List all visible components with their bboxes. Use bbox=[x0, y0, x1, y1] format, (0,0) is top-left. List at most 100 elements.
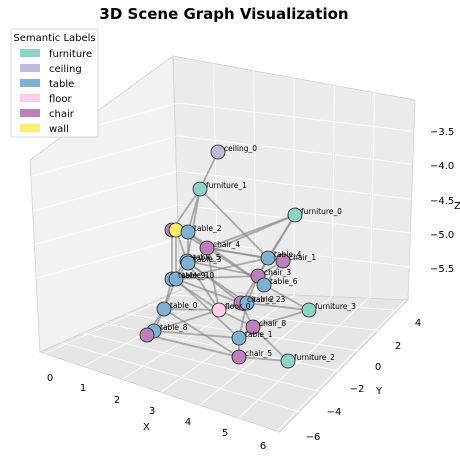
node-marker bbox=[211, 302, 227, 318]
z-tick-label: −5.0 bbox=[430, 230, 454, 241]
x-tick-label: 3 bbox=[149, 406, 155, 417]
y-tick-label: −2 bbox=[350, 384, 365, 395]
tick-labels: 0 1 2 3 4 5 6 4 2 0 −2 −4 −6 −3.5 −4.0 −4.5 −5.0 −5.5 bbox=[47, 127, 454, 452]
node-label: ceiling_0 bbox=[224, 144, 257, 153]
edge-line bbox=[252, 326, 289, 362]
node-label: chair_2 bbox=[247, 295, 274, 304]
grid-line bbox=[32, 170, 179, 212]
x-tick-label: 4 bbox=[185, 417, 191, 428]
x-tick-label: 2 bbox=[114, 395, 120, 406]
edge-line bbox=[175, 257, 269, 280]
edge-line bbox=[175, 278, 242, 304]
node-marker bbox=[180, 224, 196, 240]
grid-line bbox=[32, 135, 179, 177]
legend-label: furniture bbox=[49, 49, 92, 60]
node-label: table_9 bbox=[178, 271, 206, 280]
legend-swatch bbox=[20, 94, 40, 102]
edge-line bbox=[187, 262, 220, 311]
edge-line bbox=[199, 188, 269, 259]
grid-line bbox=[32, 238, 179, 280]
legend-swatch bbox=[20, 64, 40, 72]
legend-label: floor bbox=[49, 94, 73, 105]
node-label: table_0 bbox=[170, 301, 198, 310]
grid-line bbox=[177, 135, 412, 165]
edge-line bbox=[246, 302, 310, 311]
y-axis-label: Y bbox=[375, 386, 383, 397]
y-tick-label: 0 bbox=[375, 362, 381, 373]
node-label: furniture_1 bbox=[206, 181, 247, 190]
edge-line bbox=[153, 309, 220, 332]
node-label: table_8 bbox=[160, 323, 188, 332]
legend-title: Semantic Labels bbox=[13, 33, 95, 44]
node-marker bbox=[192, 181, 208, 197]
node-label: table_6 bbox=[270, 277, 298, 286]
node-marker bbox=[139, 327, 155, 343]
grid-line bbox=[32, 204, 179, 246]
edge-line bbox=[238, 356, 289, 362]
y-tick-label: −6 bbox=[306, 432, 321, 443]
node-marker bbox=[156, 301, 172, 317]
x-tick-label: 0 bbox=[47, 373, 53, 384]
node-marker bbox=[231, 330, 247, 346]
legend-label: wall bbox=[49, 124, 69, 135]
edge-line bbox=[186, 188, 201, 262]
node-marker bbox=[231, 349, 247, 365]
y-tick-label: 4 bbox=[415, 318, 421, 329]
grid-line bbox=[369, 92, 376, 299]
node-marker bbox=[280, 353, 296, 369]
edge-line bbox=[187, 262, 248, 304]
legend-swatch bbox=[20, 49, 40, 57]
grid-line bbox=[61, 342, 300, 413]
node-label: floor_0 bbox=[225, 302, 251, 311]
node-label: chair_3 bbox=[264, 268, 291, 277]
edge-line bbox=[252, 309, 310, 328]
node-label: table_3 bbox=[194, 255, 222, 264]
edge-line bbox=[163, 308, 240, 358]
y-tick-label: −4 bbox=[327, 407, 342, 418]
node-marker bbox=[210, 144, 226, 160]
z-tick-label: −4.0 bbox=[430, 161, 454, 172]
node-label: table_23 bbox=[253, 295, 286, 304]
node-marker bbox=[260, 250, 276, 266]
legend-label: chair bbox=[49, 109, 75, 120]
z-tick-label: −5.5 bbox=[430, 264, 454, 275]
edge-line bbox=[146, 334, 240, 358]
node-marker bbox=[287, 207, 303, 223]
legend-label: table bbox=[49, 79, 74, 90]
grid-line bbox=[331, 85, 335, 297]
legend-entries: furniture ceiling table floor chair wall bbox=[20, 49, 92, 135]
node-label: chair_4 bbox=[213, 240, 240, 249]
x-tick-label: 6 bbox=[260, 441, 266, 452]
legend-label: ceiling bbox=[49, 64, 82, 75]
node-marker bbox=[199, 240, 215, 256]
grid-line bbox=[160, 294, 296, 393]
grid-line bbox=[276, 299, 406, 432]
node-marker bbox=[245, 319, 261, 335]
node-marker bbox=[168, 271, 184, 287]
x-tick-label: 5 bbox=[222, 428, 228, 439]
x-tick-label: 1 bbox=[80, 383, 86, 394]
node-label: table_4 bbox=[274, 250, 302, 259]
legend-swatch bbox=[20, 109, 40, 117]
edge-line bbox=[171, 275, 259, 280]
node-label: table_10 bbox=[182, 271, 215, 280]
grid-line bbox=[238, 297, 369, 419]
node-marker bbox=[180, 255, 196, 271]
edge-line bbox=[263, 284, 310, 311]
grid-line bbox=[177, 102, 412, 132]
edge-line bbox=[175, 278, 240, 339]
node-label: furniture_3 bbox=[315, 302, 356, 311]
node-label: furniture_0 bbox=[301, 207, 342, 216]
x-axis-label: X bbox=[143, 422, 150, 433]
node-label: furniture_2 bbox=[294, 353, 335, 362]
edge-line bbox=[153, 330, 240, 339]
legend: Semantic Labels furniture ceiling table flo… bbox=[10, 28, 99, 138]
node-label: table_2 bbox=[194, 224, 222, 233]
node-marker bbox=[256, 277, 272, 293]
z-axis-label: Z bbox=[454, 201, 460, 212]
node-label: chair_5 bbox=[245, 349, 272, 358]
grid-line bbox=[169, 294, 399, 311]
nodes-layer: ceiling_0 furniture_1 furniture_0 table_2ch… bbox=[139, 144, 356, 369]
node-marker bbox=[239, 295, 255, 311]
